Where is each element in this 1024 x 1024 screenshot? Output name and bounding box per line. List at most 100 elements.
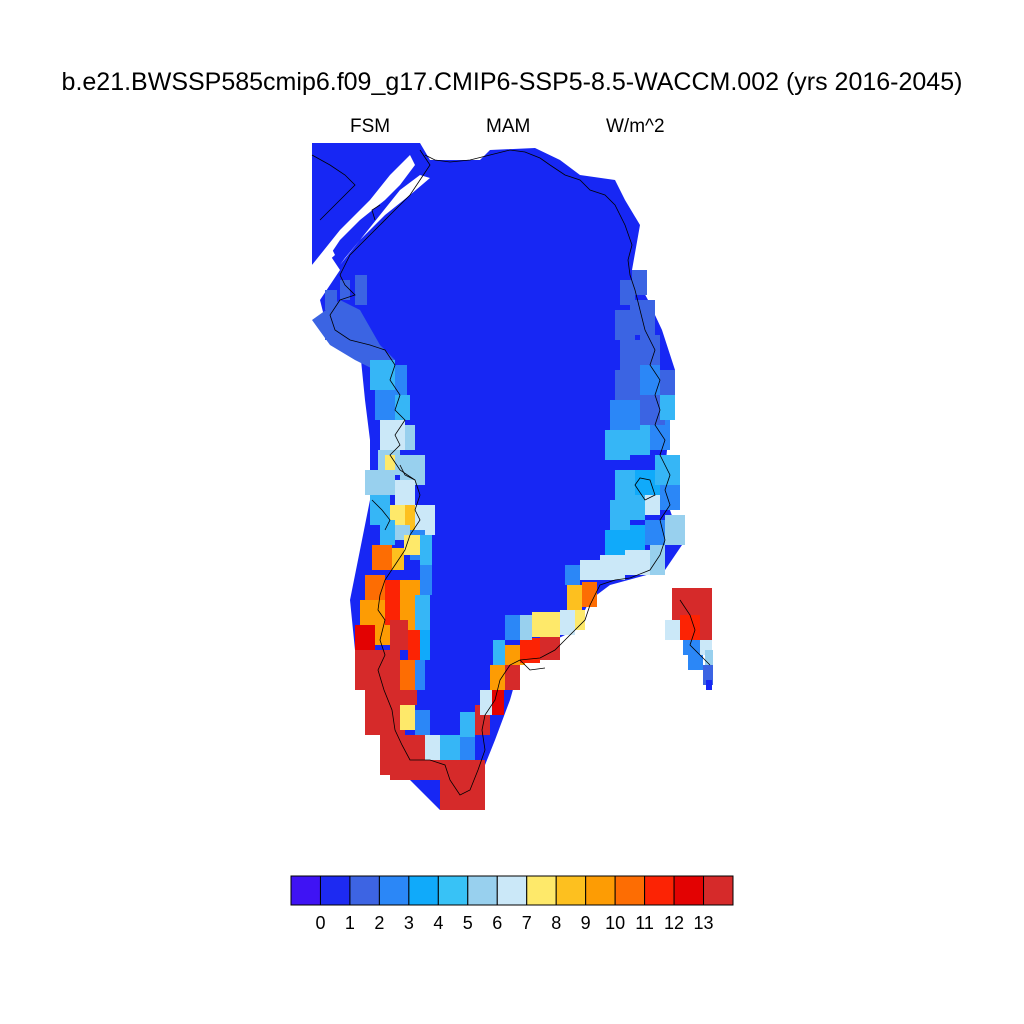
grid-cell-bright [395, 365, 407, 395]
grid-cell-red [520, 638, 540, 663]
colorbar-swatch [585, 875, 616, 906]
grid-cell-sky [415, 595, 430, 630]
grid-cell-cyan [625, 525, 645, 550]
grid-cell-brick [440, 780, 485, 810]
units-label: W/m^2 [606, 116, 665, 137]
coastline-segment [329, 149, 671, 796]
grid-cell-mid [620, 280, 635, 305]
coastline-segment [371, 204, 381, 221]
grid-cell-brick [540, 635, 560, 660]
colorbar-tick-label: 6 [492, 913, 502, 933]
grid-cell-bright [460, 735, 475, 760]
ocean-gap [340, 175, 430, 265]
grid-cell-sky [460, 712, 475, 737]
grid-cell-darkorange [372, 545, 392, 570]
grid-cell-pale [415, 505, 435, 535]
grid-cell-bright [375, 390, 395, 420]
grid-cell-sky [493, 640, 505, 665]
grid-cell-brick [355, 650, 400, 690]
grid-cell-brick [390, 620, 408, 650]
grid-cell-yellow [532, 612, 560, 637]
grid-cell-gold [405, 505, 415, 535]
grid-cell-bright [505, 615, 520, 640]
grid-cell-sky [610, 500, 630, 530]
grid-cell-mid [640, 335, 660, 365]
grid-cell-pale [580, 560, 600, 580]
grid-cell-sky [370, 360, 395, 390]
grid-cell-red [680, 615, 700, 640]
grid-cell-bright [415, 710, 430, 735]
variable-label: FSM [350, 116, 391, 137]
grid-cell-sky [605, 430, 630, 460]
grid-cell-sky [630, 425, 650, 455]
grid-cell-lightblue [705, 650, 713, 665]
grid-cell-orange [360, 600, 385, 625]
colorbar-swatch [703, 875, 734, 906]
season-label: MAM [486, 116, 531, 137]
grid-cell-cyan [605, 530, 625, 555]
grid-cell-lightblue [405, 425, 415, 450]
colorbar-swatch [378, 875, 410, 906]
colorbar-swatch [290, 875, 321, 906]
grid-cell-bright [660, 480, 680, 510]
grid-cell-brick [405, 690, 417, 705]
grid-cell-darkred [355, 625, 375, 650]
grid-cell-cyan [420, 630, 430, 660]
coastline-segment [634, 477, 656, 501]
grid-cell-yellow [400, 705, 415, 730]
grid-cell-mid [355, 275, 367, 305]
ocean-gap [312, 245, 335, 270]
grid-cell-lightblue [520, 615, 532, 640]
grid-cell-mid [340, 280, 350, 300]
grid-cell-brick [365, 690, 405, 735]
colorbar-tick-label: 3 [404, 913, 414, 933]
grid-cell-brick [390, 760, 460, 780]
grid-cell-bright [420, 565, 432, 595]
colorbar-tick-label: 10 [605, 913, 625, 933]
grid-cell-bright [688, 655, 703, 670]
colorbar-swatch [319, 875, 351, 906]
grid-cell-pale [380, 420, 405, 450]
colorbar-swatch [555, 875, 587, 906]
colorbar-swatch [614, 875, 646, 906]
grid-cell-mid [703, 665, 713, 685]
grid-cell-pale [600, 555, 625, 580]
colorbar-tick-label: 2 [374, 913, 384, 933]
grid-cell-red [385, 580, 400, 600]
coastline-segment [371, 499, 391, 531]
grid-cell-pale [665, 620, 680, 640]
grid-cell-darkred [492, 690, 504, 715]
colorbar-tick-label: 4 [433, 913, 443, 933]
grid-cell-yellow [575, 610, 585, 630]
grid-cell-pale [625, 550, 650, 575]
grid-cell-orange [490, 665, 505, 690]
colorbar-swatch [437, 875, 469, 906]
colorbar-tick-label: 0 [315, 913, 325, 933]
colorbar-tick-label: 5 [463, 913, 473, 933]
grid-cell-sky [440, 735, 460, 760]
grid-cell-lightblue [665, 515, 685, 545]
grid-cell-sky [420, 535, 432, 565]
grid-cell-mid [660, 370, 675, 395]
grid-cell-sky [630, 495, 645, 520]
data-field [312, 143, 713, 810]
grid-cell-pale [560, 610, 575, 635]
colorbar-tick-label: 7 [522, 913, 532, 933]
grid-cell-mid [620, 340, 640, 370]
grid-cell-yellow [385, 455, 395, 475]
colorbar-swatch [526, 875, 557, 906]
colorbar-swatch [496, 875, 528, 906]
grid-cell-lightblue [365, 470, 395, 495]
coastline-segment [679, 599, 711, 666]
colorbar-swatch [644, 875, 675, 906]
grid-cell-darkorange [400, 660, 415, 690]
grid-cell-brick [700, 620, 712, 640]
colorbar-swatch [408, 875, 439, 906]
grid-cell-mid [630, 300, 655, 335]
grid-cell-bright [415, 660, 425, 690]
grid-cell-bright [650, 420, 670, 450]
colorbar-swatch [349, 875, 380, 906]
grid-cell-darkorange [582, 582, 597, 607]
